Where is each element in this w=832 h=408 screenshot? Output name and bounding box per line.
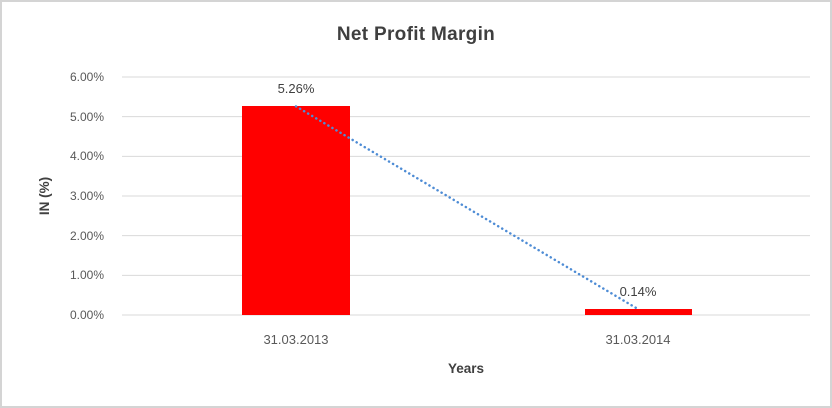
y-tick-label: 2.00% bbox=[69, 228, 104, 243]
x-tick-label: 31.03.2014 bbox=[605, 332, 671, 347]
y-tick-label: 4.00% bbox=[69, 149, 104, 164]
y-tick-label: 1.00% bbox=[69, 268, 104, 283]
x-tick-label: 31.03.2013 bbox=[263, 332, 329, 347]
bar bbox=[585, 309, 692, 315]
gridlines-layer bbox=[122, 76, 810, 316]
y-tick-label: 6.00% bbox=[69, 70, 104, 84]
plot-area: 5.26% 0.14% bbox=[122, 76, 810, 316]
chart-title: Net Profit Margin bbox=[336, 24, 496, 45]
bar bbox=[242, 106, 350, 315]
x-axis-title: Years bbox=[447, 361, 485, 376]
trendline-layer bbox=[294, 105, 640, 311]
y-tick-label: 0.00% bbox=[69, 308, 104, 322]
y-tick-label: 3.00% bbox=[69, 189, 104, 203]
data-label: 0.14% bbox=[619, 284, 657, 300]
data-label: 5.26% bbox=[277, 81, 315, 97]
trendline bbox=[294, 105, 640, 311]
y-tick-label: 5.00% bbox=[69, 109, 104, 124]
